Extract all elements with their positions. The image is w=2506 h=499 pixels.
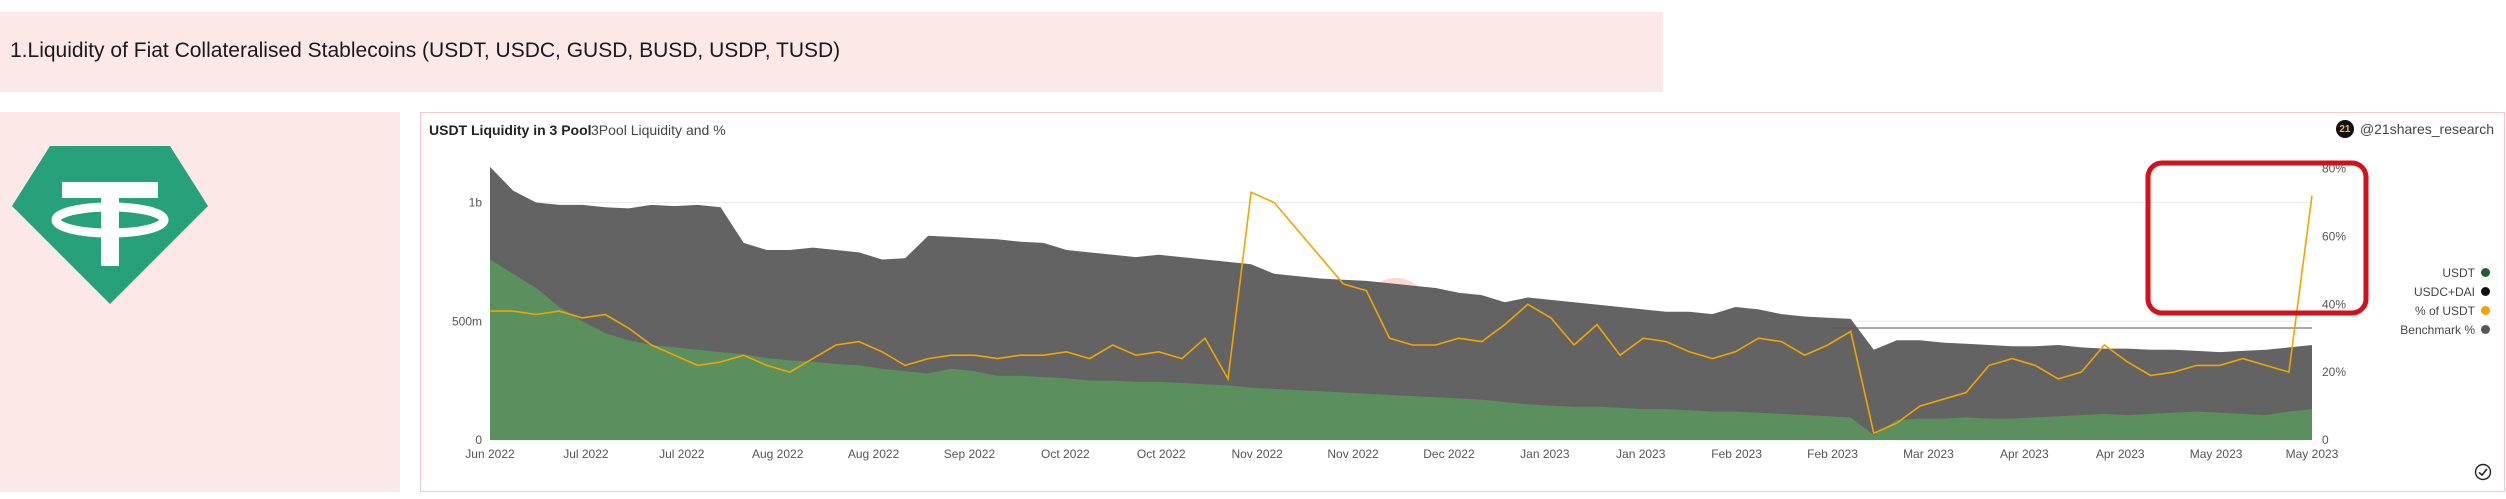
y-left-tick-label: 1b [469,196,483,210]
legend-swatch [2481,268,2490,277]
chart-legend: USDT USDC+DAI % of USDT Benchmark % [2380,263,2490,339]
x-tick-label: Aug 2022 [752,447,804,461]
legend-swatch [2481,325,2490,334]
x-tick-label: Sep 2022 [944,447,996,461]
x-tick-label: Feb 2023 [1807,447,1858,461]
legend-label: USDT [2442,265,2475,280]
chart-title: USDT Liquidity in 3 Pool [429,122,592,138]
y-right-tick-label: 60% [2322,229,2346,243]
section-title: 1.Liquidity of Fiat Collateralised Stabl… [10,39,841,62]
chart-subtitle: 3Pool Liquidity and % [591,122,726,138]
x-tick-label: Oct 2022 [1137,447,1186,461]
x-tick-label: May 2023 [2286,447,2339,461]
x-tick-label: Jun 2022 [465,447,515,461]
x-tick-label: Nov 2022 [1231,447,1283,461]
series-pct-usdt-line [490,191,2313,435]
x-tick-label: Jul 2022 [563,447,609,461]
legend-swatch [2481,306,2490,315]
logo-panel [0,112,400,492]
x-tick-label: Mar 2023 [1903,447,1954,461]
y-right-tick-label: 40% [2322,297,2346,311]
legend-item[interactable]: % of USDT [2380,301,2490,320]
brand-handle: @21shares_research [2359,121,2494,137]
series-usdt-area [490,259,2312,440]
x-tick-label: Nov 2022 [1327,447,1379,461]
y-left-tick-label: 0 [475,433,482,447]
annotation-highlight-box [2145,160,2369,316]
legend-item[interactable]: Benchmark % [2380,320,2490,339]
section-header-band: 1.Liquidity of Fiat Collateralised Stabl… [0,12,1663,92]
x-tick-label: Jul 2022 [659,447,705,461]
x-tick-label: May 2023 [2190,447,2243,461]
y-left-tick-label: 500m [452,314,482,328]
y-right-tick-label: 0 [2322,433,2329,447]
x-tick-label: Jan 2023 [1616,447,1666,461]
brand-credit[interactable]: 21 @21shares_research [2335,120,2494,138]
brand-badge-icon: 21 [2335,120,2354,138]
x-tick-label: Feb 2023 [1711,447,1762,461]
x-tick-label: Oct 2022 [1041,447,1090,461]
legend-label: USDC+DAI [2413,284,2475,299]
x-tick-label: Aug 2022 [848,447,900,461]
x-tick-label: Apr 2023 [2096,447,2145,461]
legend-label: % of USDT [2414,303,2475,318]
x-tick-label: Jan 2023 [1520,447,1570,461]
legend-item[interactable]: USDC+DAI [2380,282,2490,301]
tether-icon [12,146,208,304]
legend-swatch [2481,287,2490,296]
y-right-tick-label: 20% [2322,365,2346,379]
legend-item[interactable]: USDT [2380,263,2490,282]
check-circle-icon[interactable] [2474,463,2492,481]
x-tick-label: Dec 2022 [1423,447,1475,461]
legend-label: Benchmark % [2400,322,2475,337]
x-tick-label: Apr 2023 [2000,447,2049,461]
